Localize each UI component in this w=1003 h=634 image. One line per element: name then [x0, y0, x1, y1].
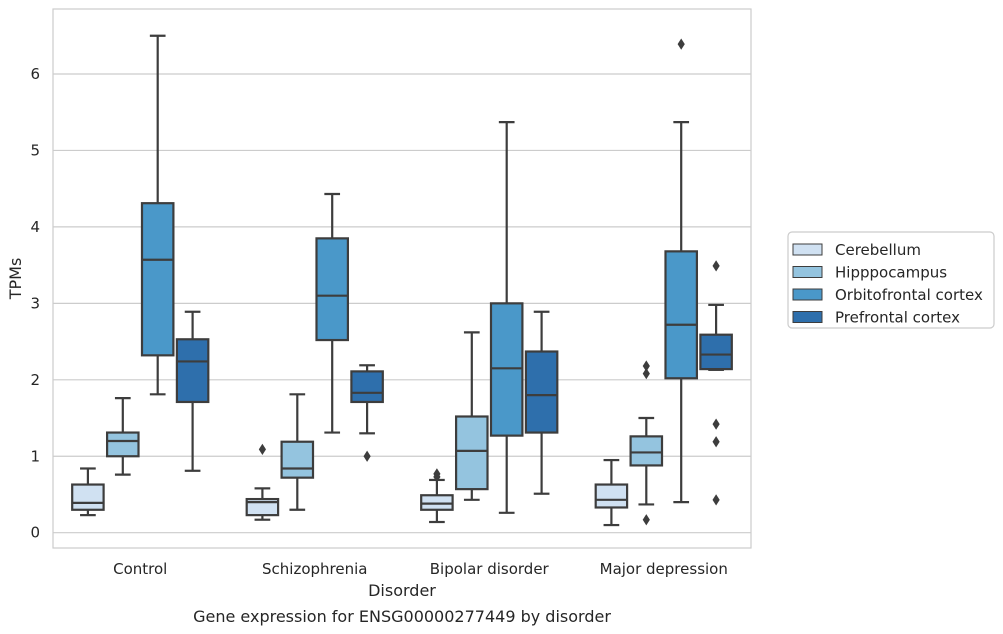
y-tick-label: 3	[30, 294, 40, 312]
box-orbitofrontal-cortex-schizophrenia	[315, 192, 350, 434]
box-hipppocampus-control	[105, 397, 140, 476]
outlier-point	[642, 368, 650, 380]
box-iqr	[454, 415, 489, 491]
legend-swatch	[792, 288, 823, 301]
x-tick-label: Bipolar disorder	[430, 560, 550, 578]
box-iqr	[280, 440, 315, 479]
chart-caption: Gene expression for ENSG00000277449 by d…	[193, 607, 611, 626]
box-prefrontal-cortex-major-depression	[699, 260, 733, 506]
x-axis-label: Disorder	[368, 581, 436, 600]
box-iqr	[699, 333, 733, 371]
box-prefrontal-cortex-bipolar-disorder	[524, 310, 559, 495]
outlier-point	[363, 450, 371, 462]
outlier-point	[712, 418, 720, 430]
box-iqr	[105, 431, 140, 458]
outlier-point	[712, 494, 720, 506]
y-tick-label: 1	[30, 447, 40, 465]
legend-entry-label: Prefrontal cortex	[835, 309, 960, 327]
legend-swatch	[792, 243, 823, 256]
x-tick-labels: Control Schizophrenia Bipolar disorder Majo…	[113, 560, 728, 578]
box-orbitofrontal-cortex-major-depression	[664, 38, 699, 504]
y-tick-label: 6	[30, 65, 40, 83]
box-iqr	[524, 350, 559, 434]
legend-swatch	[792, 266, 823, 278]
legend-entry-label: Cerebellum	[835, 241, 921, 259]
box-orbitofrontal-cortex-bipolar-disorder	[489, 121, 524, 514]
legend-entry-label: Hipppocampus	[835, 264, 947, 282]
box-iqr	[140, 202, 175, 357]
outlier-point	[433, 471, 441, 483]
box-orbitofrontal-cortex-control	[140, 34, 175, 396]
outlier-point	[712, 436, 720, 448]
boxes-layer	[71, 34, 733, 527]
box-hipppocampus-schizophrenia	[280, 393, 315, 511]
y-tick-labels: 0 1 2 3 4 5 6	[30, 65, 40, 542]
outlier-point	[642, 514, 650, 526]
box-iqr	[350, 370, 384, 404]
box-iqr	[664, 250, 699, 380]
box-cerebellum-schizophrenia	[245, 443, 280, 521]
box-iqr	[71, 483, 105, 511]
outlier-point	[642, 360, 650, 372]
box-iqr	[594, 483, 629, 509]
box-iqr	[420, 494, 454, 511]
outlier-point	[712, 260, 720, 272]
box-prefrontal-cortex-schizophrenia	[350, 364, 384, 462]
box-iqr	[489, 302, 524, 437]
box-hipppocampus-major-depression	[629, 360, 664, 526]
box-cerebellum-major-depression	[594, 458, 629, 527]
legend-swatch	[792, 311, 823, 323]
box-cerebellum-bipolar-disorder	[420, 468, 454, 524]
box-iqr	[629, 435, 664, 467]
x-tick-label: Schizophrenia	[262, 560, 367, 578]
box-cerebellum-control	[71, 467, 105, 517]
y-tick-label: 4	[30, 218, 40, 236]
x-tick-label: Control	[113, 560, 167, 578]
box-hipppocampus-bipolar-disorder	[454, 331, 489, 501]
y-axis-label: TPMs	[6, 258, 25, 301]
legend: Cerebellum Hipppocampus Orbitofrontal cort…	[787, 231, 995, 329]
box-iqr	[175, 338, 210, 404]
box-iqr	[315, 237, 350, 342]
y-tick-label: 5	[30, 141, 40, 159]
legend-box	[787, 231, 995, 329]
y-tick-label: 0	[30, 524, 40, 542]
y-tick-label: 2	[30, 371, 40, 389]
outlier-point	[677, 38, 685, 50]
box-prefrontal-cortex-control	[175, 310, 210, 472]
x-tick-label: Major depression	[600, 560, 728, 578]
outlier-point	[258, 443, 266, 455]
plot-frame	[52, 8, 752, 549]
legend-entry-label: Orbitofrontal cortex	[835, 286, 983, 304]
